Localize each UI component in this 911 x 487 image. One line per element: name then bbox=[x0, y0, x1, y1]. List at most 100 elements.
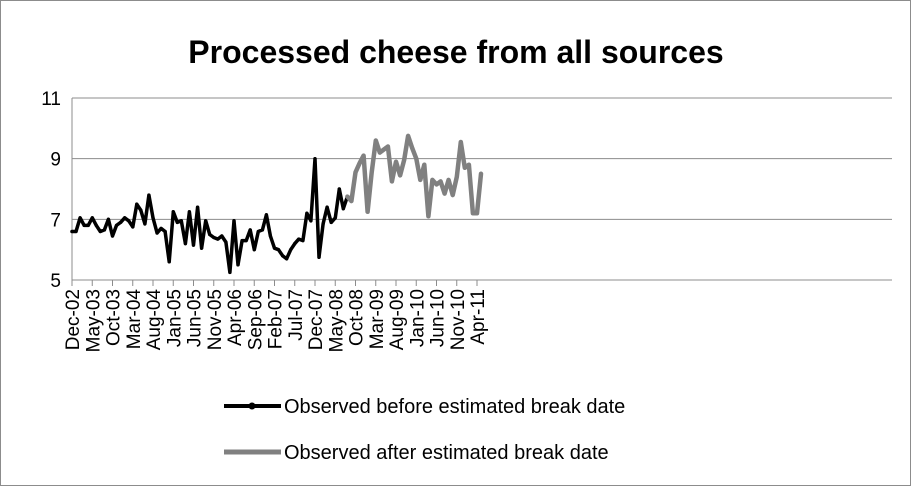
y-tick-label: 9 bbox=[50, 150, 61, 171]
x-tick-label: Dec-02 bbox=[63, 289, 84, 350]
data-point-before bbox=[94, 223, 98, 227]
data-point-before bbox=[301, 238, 305, 243]
x-tick-label: Dec-07 bbox=[306, 289, 327, 350]
data-point-before bbox=[78, 216, 82, 220]
data-point-before bbox=[281, 254, 285, 258]
legend: Observed before estimated break date Obs… bbox=[224, 396, 625, 464]
data-point-before bbox=[293, 242, 297, 246]
x-tick-label: May-03 bbox=[83, 289, 104, 352]
data-point-before bbox=[297, 237, 301, 241]
data-point-before bbox=[183, 242, 187, 246]
data-point-before bbox=[179, 219, 183, 223]
x-axis: Dec-02 May-03 Oct-03 Mar-04 Aug-04 Jan-05 Jun-… bbox=[63, 279, 892, 352]
data-point-before bbox=[337, 187, 341, 191]
data-point-before bbox=[208, 232, 212, 237]
data-point-before bbox=[212, 235, 216, 240]
data-point-before bbox=[98, 229, 102, 234]
data-point-before bbox=[329, 220, 333, 224]
data-point-before bbox=[289, 248, 293, 252]
legend-label-before: Observed before estimated break date bbox=[284, 396, 625, 418]
data-point-before bbox=[313, 157, 317, 161]
data-point-before bbox=[325, 205, 329, 209]
legend-label-after: Observed after estimated break date bbox=[284, 442, 609, 464]
data-point-before bbox=[159, 226, 163, 231]
x-tick-label: Jun-10 bbox=[428, 289, 449, 347]
data-point-before bbox=[147, 193, 151, 197]
data-point-before bbox=[260, 228, 264, 232]
data-point-before bbox=[191, 243, 196, 247]
data-point-before bbox=[276, 248, 281, 252]
x-tick-label: Oct-03 bbox=[104, 289, 125, 346]
data-point-before bbox=[139, 208, 143, 212]
data-point-before bbox=[74, 229, 78, 234]
data-point-before bbox=[86, 223, 90, 227]
y-tick-label: 5 bbox=[50, 271, 61, 292]
series-line-before bbox=[70, 156, 350, 275]
data-point-before bbox=[123, 216, 127, 220]
x-tick-label: Jan-10 bbox=[407, 289, 428, 347]
x-tick-label: Mar-09 bbox=[367, 289, 388, 349]
data-point-before bbox=[110, 234, 115, 238]
data-point-before bbox=[143, 222, 147, 226]
data-point-before bbox=[285, 257, 289, 261]
data-point-before bbox=[204, 219, 208, 223]
data-point-before bbox=[309, 219, 313, 223]
x-tick-label: Nov-05 bbox=[205, 289, 226, 350]
x-tick-label: Oct-08 bbox=[347, 289, 368, 346]
x-tick-label: Jan-05 bbox=[164, 289, 185, 347]
data-point-before bbox=[244, 238, 248, 243]
data-point-before bbox=[102, 228, 106, 232]
legend-item-after: Observed after estimated break date bbox=[224, 442, 609, 464]
data-point-before bbox=[90, 216, 94, 220]
data-point-before bbox=[264, 213, 268, 217]
x-tick-label: Apr-06 bbox=[225, 289, 246, 346]
y-tick-label: 11 bbox=[41, 89, 61, 110]
x-tick-label: Sep-06 bbox=[245, 289, 266, 350]
x-tick-label: Jul-07 bbox=[286, 289, 307, 341]
data-point-before bbox=[272, 246, 277, 250]
data-point-before bbox=[119, 220, 123, 224]
x-tick-label: Aug-09 bbox=[387, 289, 408, 350]
data-point-before bbox=[240, 238, 244, 243]
data-point-before bbox=[248, 228, 252, 232]
data-point-before bbox=[82, 223, 86, 227]
data-point-before bbox=[305, 211, 309, 215]
chart-title: Processed cheese from all sources bbox=[188, 34, 723, 70]
data-point-before bbox=[321, 222, 325, 226]
data-point-before bbox=[224, 240, 228, 244]
x-tick-label: May-08 bbox=[326, 289, 347, 352]
data-point-before bbox=[151, 216, 155, 220]
data-point-before bbox=[106, 217, 111, 221]
legend-item-before: Observed before estimated break date bbox=[224, 396, 625, 418]
data-point-before bbox=[167, 260, 171, 264]
x-tick-label: Mar-04 bbox=[124, 289, 145, 350]
data-point-before bbox=[131, 225, 135, 229]
x-tick-label: Aug-04 bbox=[144, 289, 165, 351]
data-point-before bbox=[155, 231, 159, 235]
data-point-before bbox=[114, 223, 119, 227]
x-tick-label: Apr-11 bbox=[468, 289, 489, 345]
data-point-before bbox=[252, 248, 256, 252]
data-point-before bbox=[220, 234, 224, 238]
gridlines bbox=[72, 97, 892, 220]
data-point-before bbox=[268, 234, 273, 238]
x-tick-label: Nov-10 bbox=[448, 289, 469, 350]
data-point-before bbox=[317, 255, 321, 259]
x-tick-label: Jun-05 bbox=[185, 289, 206, 347]
data-point-before bbox=[236, 263, 240, 267]
data-point-before bbox=[187, 210, 192, 214]
data-point-before bbox=[200, 246, 204, 250]
data-point-before bbox=[70, 229, 74, 234]
data-point-before bbox=[232, 219, 236, 223]
data-point-before bbox=[163, 229, 167, 234]
y-axis: 5 7 9 11 bbox=[41, 89, 73, 292]
x-tick-label: Feb-07 bbox=[266, 289, 287, 349]
data-point-before bbox=[171, 210, 175, 214]
y-tick-label: 7 bbox=[50, 210, 61, 231]
series-line-after bbox=[345, 133, 484, 219]
data-point-before bbox=[333, 216, 337, 220]
legend-marker-before bbox=[248, 402, 256, 410]
data-point-before bbox=[195, 205, 200, 209]
